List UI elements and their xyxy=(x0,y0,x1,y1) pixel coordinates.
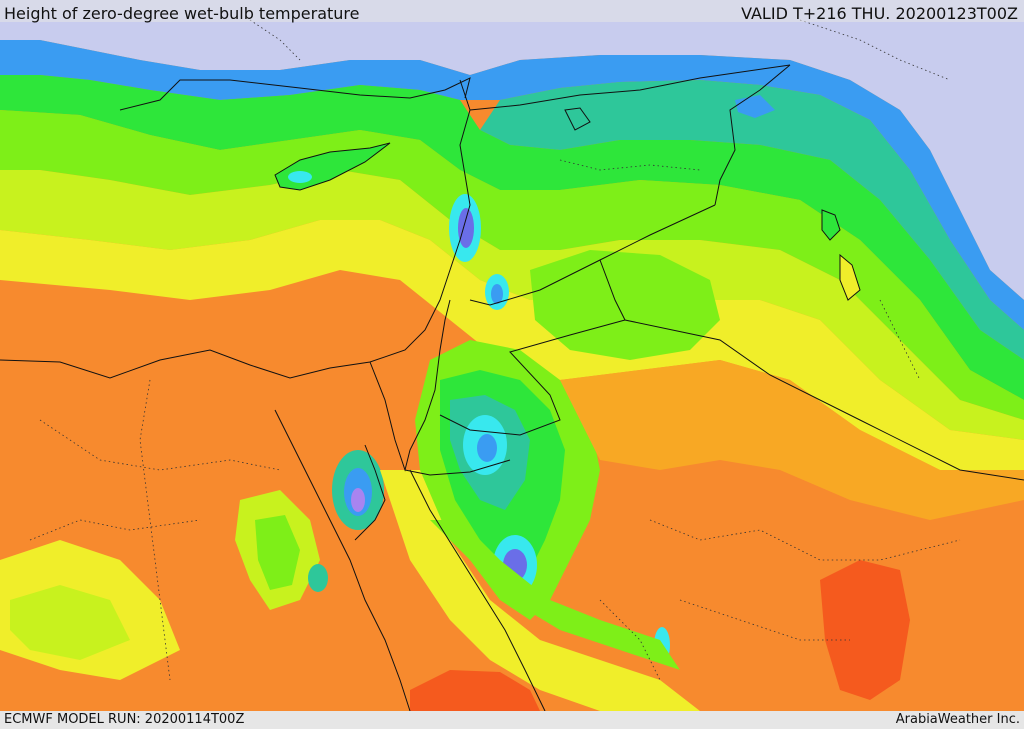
border-jordan-saudi xyxy=(599,259,1024,481)
sea-region-north xyxy=(0,0,1024,300)
header-band xyxy=(0,0,1024,22)
coast-turkey xyxy=(119,77,471,111)
coast-red-sea-west xyxy=(274,409,411,712)
province-line-8 xyxy=(249,19,301,61)
border-aqaba xyxy=(404,459,511,476)
island-ne-2 xyxy=(839,253,861,301)
coast-north-africa xyxy=(0,79,471,379)
cyprus-peak xyxy=(288,171,312,183)
blob-africa-green-west xyxy=(10,585,130,660)
valid-time: VALID T+216 THU. 20200123T00Z xyxy=(741,4,1018,23)
border-sinai xyxy=(369,299,451,472)
blob-jordan-blue xyxy=(491,284,503,304)
coast-sinai-west xyxy=(354,444,386,541)
credit-label: ArabiaWeather Inc. xyxy=(895,712,1020,727)
border-turkey-syria xyxy=(469,64,791,111)
lake-ne xyxy=(735,95,775,118)
province-line-1 xyxy=(139,379,171,681)
blob-africa-cyan xyxy=(308,564,328,592)
province-line-2 xyxy=(39,419,281,471)
band-yellow-green-north xyxy=(0,170,1024,440)
map-title: Height of zero-degree wet-bulb temperatu… xyxy=(4,4,360,23)
province-lines xyxy=(29,19,961,681)
province-line-3 xyxy=(29,519,201,541)
border-syria-iraq xyxy=(469,204,716,306)
province-line-7 xyxy=(879,299,921,381)
coast-red-sea-east xyxy=(409,469,546,712)
coastal-band-blue xyxy=(0,40,1024,330)
blob-deep-orange-sudan xyxy=(410,670,540,711)
band-green-north xyxy=(0,110,1024,420)
band-yellow-redsea xyxy=(380,470,700,711)
band-green-redsea xyxy=(430,520,680,670)
blob-arabia-blue xyxy=(477,434,497,462)
blob-sinai-violet xyxy=(351,488,365,512)
island-ne-3 xyxy=(564,107,591,131)
blob-africa-green-2 xyxy=(255,515,300,590)
province-line-9 xyxy=(799,19,951,81)
province-line-10 xyxy=(599,599,661,681)
country-borders xyxy=(0,64,1024,712)
blob-deep-orange-yemen xyxy=(820,560,910,700)
border-saudi-north xyxy=(439,319,626,436)
band-yellow-north xyxy=(0,220,1024,470)
band-teal-ne xyxy=(480,80,1024,360)
footer-bar xyxy=(0,711,1024,729)
province-line-6 xyxy=(679,599,850,641)
blob-lebanon-indigo xyxy=(458,208,474,248)
island-ne-1 xyxy=(821,209,841,241)
model-run-label: ECMWF MODEL RUN: 20200114T00Z xyxy=(4,712,245,727)
border-iraq-iran xyxy=(714,64,791,206)
band-light-orange-east xyxy=(560,360,1024,520)
band-bright-green-north xyxy=(0,75,1024,400)
